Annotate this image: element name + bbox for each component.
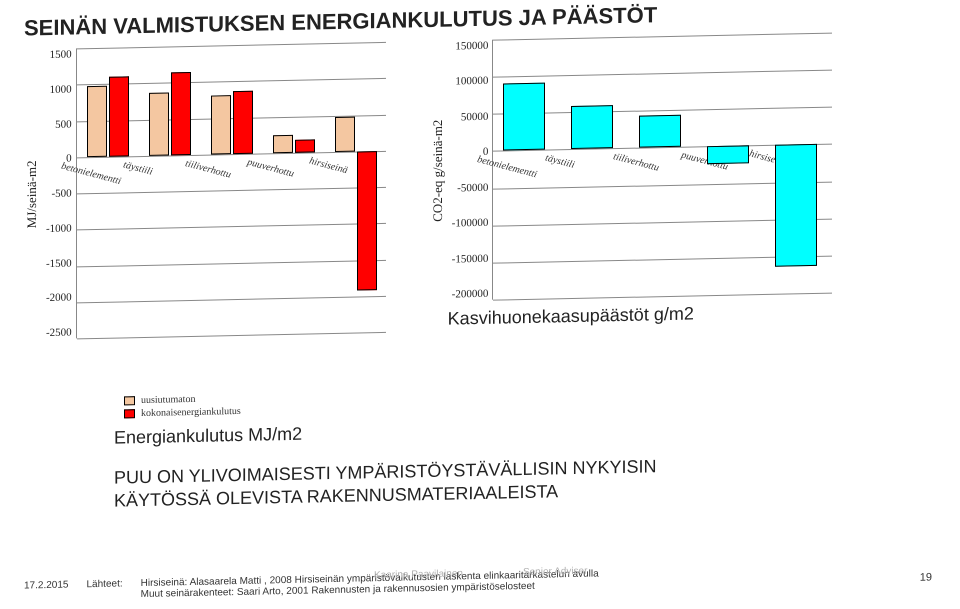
ytick-label: -50000 [457, 181, 488, 194]
category-label: hirsiseinä [308, 155, 349, 176]
bar [707, 146, 749, 164]
bar [639, 115, 681, 148]
bar [273, 134, 293, 153]
ytick-label: -100000 [452, 217, 489, 230]
ytick-label: 1000 [50, 83, 72, 95]
ytick-label: 150000 [455, 40, 488, 53]
bar [775, 144, 817, 267]
bar [335, 117, 355, 152]
category-label: täystiili [544, 153, 576, 171]
bar [295, 139, 315, 152]
bar [149, 92, 169, 155]
bar [211, 95, 231, 154]
ytick-label: -2000 [46, 292, 72, 305]
ytick-label: 50000 [461, 111, 489, 124]
ytick-label: -1000 [46, 222, 72, 235]
chart2-ylabel: CO2-eq g/seinä-m2 [430, 41, 446, 301]
chart-energy: MJ/seinä-m2 150010005000-500-1000-1500-2… [24, 42, 386, 340]
bar [233, 90, 253, 153]
legend-swatch [124, 409, 135, 418]
ytick-label: -200000 [452, 288, 489, 301]
ytick-label: -500 [52, 187, 72, 199]
bar [571, 105, 613, 149]
category-label: tiiliverhottu [184, 158, 232, 181]
legend-label: uusiutumaton [141, 394, 195, 406]
chart1-title: Energiankulutus MJ/m2 [114, 422, 386, 449]
ytick-label: 1500 [50, 48, 72, 60]
bar [171, 72, 191, 155]
bar [87, 85, 107, 156]
footer: 17.2.2015 Lähteet: Hirsiseinä: Alasaarel… [24, 561, 936, 602]
legend-label: kokonaisenergiankulutus [141, 406, 241, 419]
footer-overlay-role: Senior Adviser [523, 566, 587, 578]
chart-ghg: CO2-eq g/seinä-m2 150000100000500000-500… [430, 33, 833, 301]
ytick-label: 100000 [455, 75, 488, 88]
chart1-ylabel: MJ/seinä-m2 [24, 49, 40, 339]
bar [109, 76, 129, 156]
ytick-label: 500 [55, 118, 72, 130]
category-label: puuverhottu [246, 157, 295, 180]
key-message: PUU ON YLIVOIMAISESTI YMPÄRISTÖYSTÄVÄLLI… [114, 449, 936, 511]
ytick-label: -2500 [46, 326, 72, 339]
footer-date: 17.2.2015 [24, 580, 69, 592]
ytick-label: -150000 [452, 252, 489, 265]
ytick-label: -1500 [46, 257, 72, 270]
page-number: 19 [920, 571, 932, 583]
sources-label: Lähteet: [87, 578, 123, 590]
bar [357, 151, 377, 291]
category-label: täystiili [122, 159, 154, 177]
chart1-legend: uusiutumatonkokonaisenergiankulutus [124, 390, 386, 419]
footer-overlay-name: Kaarina Paavilainen [374, 568, 463, 581]
category-label: tiiliverhottu [612, 152, 660, 175]
bar [503, 82, 545, 150]
legend-swatch [124, 396, 135, 405]
